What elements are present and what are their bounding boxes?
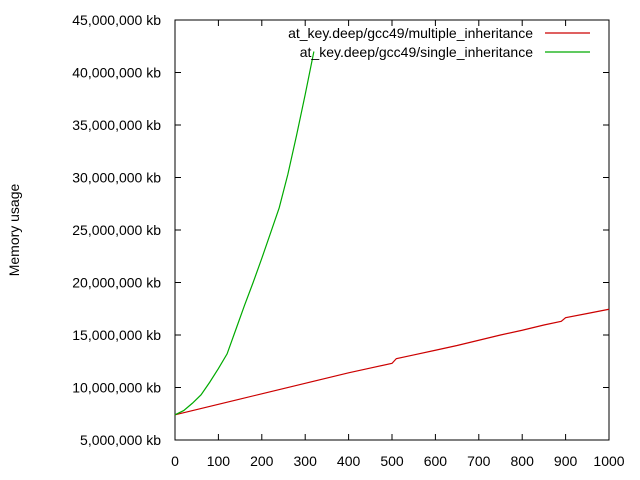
x-tick-label: 900 [554,453,578,469]
x-tick-label: 100 [207,453,231,469]
ticks-group: 0 100 200 300 400 500 600 700 800 900 1000 5,000,00… [72,12,625,469]
x-tick-label: 400 [337,453,361,469]
y-tick-label: 5,000,000 kb [80,432,161,448]
y-tick-label: 30,000,000 kb [72,170,161,186]
legend-label: at_key.deep/gcc49/multiple_inheritance [288,25,533,41]
plot-frame-group [174,19,610,441]
y-axis-title: Memory usage [6,183,22,276]
y-tick-label: 20,000,000 kb [72,275,161,291]
x-tick-label: 500 [380,453,404,469]
y-tick-label: 10,000,000 kb [72,380,161,396]
x-tick-label: 200 [250,453,274,469]
x-tick-label: 0 [171,453,179,469]
x-tick-label: 700 [467,453,491,469]
x-tick-label: 300 [294,453,318,469]
legend-label: at_key.deep/gcc49/single_inheritance [300,44,533,60]
y-tick-label: 15,000,000 kb [72,327,161,343]
x-tick-label: 600 [424,453,448,469]
plot-frame [174,19,610,441]
y-tick-label: 25,000,000 kb [72,222,161,238]
series-line-1 [174,308,610,416]
y-tick-label: 40,000,000 kb [72,65,161,81]
series-group [174,51,610,416]
legend: at_key.deep/gcc49/multiple_inheritanceat… [288,25,590,60]
series-line-2 [174,51,315,416]
y-tick-label: 35,000,000 kb [72,117,161,133]
x-tick-label: 1000 [593,453,624,469]
y-tick-label: 45,000,000 kb [72,12,161,28]
x-tick-label: 800 [511,453,535,469]
